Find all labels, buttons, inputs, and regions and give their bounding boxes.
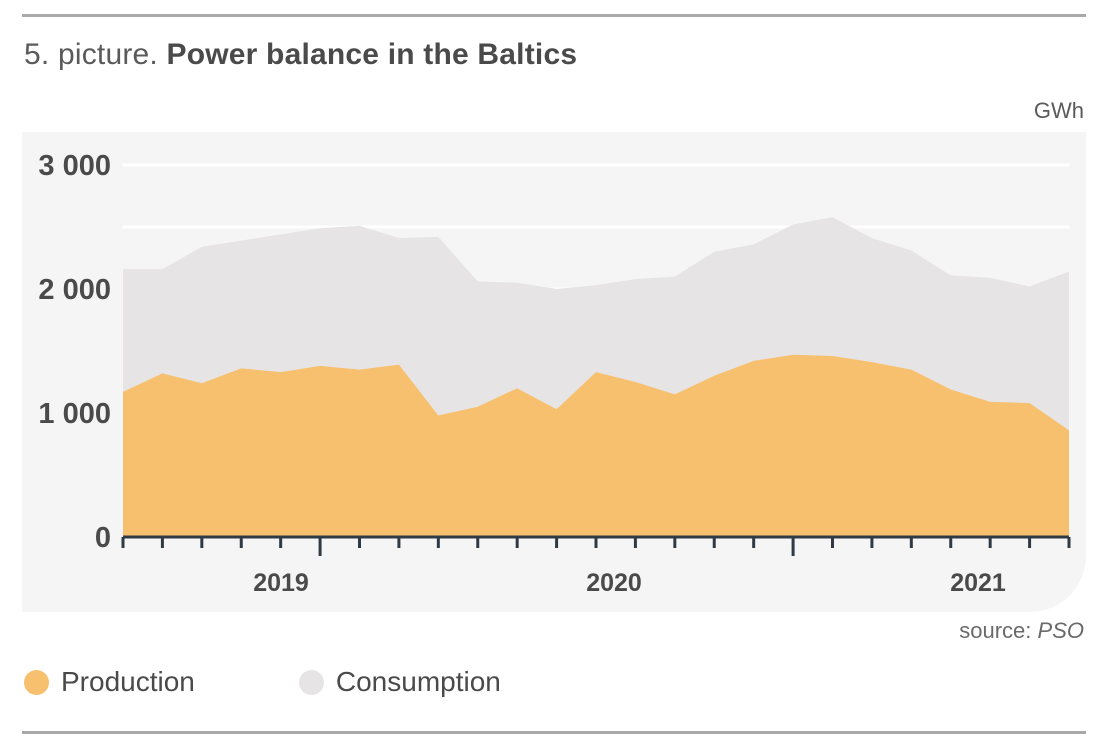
- legend-swatch-consumption: [298, 669, 324, 695]
- legend-label-production: Production: [61, 666, 195, 697]
- y-tick-labels: 0 1 000 2 000 3 000: [38, 150, 111, 554]
- top-rule: [22, 14, 1086, 17]
- title-main: Power balance in the Baltics: [166, 38, 578, 71]
- y-tick-label-3: 3 000: [38, 150, 111, 182]
- legend-item-consumption: Consumption: [298, 666, 501, 698]
- title-prefix: 5. picture.: [24, 38, 158, 71]
- legend: Production Consumption: [24, 664, 605, 700]
- unit-label: GWh: [1033, 98, 1084, 123]
- x-label-2021: 2021: [950, 569, 1006, 597]
- source-note: source: PSO: [959, 618, 1084, 644]
- legend-item-production: Production: [24, 666, 195, 698]
- x-label-2019: 2019: [253, 569, 309, 597]
- legend-swatch-production: [24, 669, 49, 695]
- x-axis: [121, 535, 1071, 556]
- area-production: [123, 354, 1069, 537]
- chart-title: 5. picture. Power balance in the Baltics: [24, 38, 577, 72]
- series-areas: [123, 217, 1069, 537]
- x-tick-labels: 2019 2020 2021: [253, 569, 1006, 597]
- y-tick-label-0: 0: [95, 522, 111, 554]
- bottom-rule: [22, 731, 1086, 734]
- legend-label-consumption: Consumption: [335, 666, 501, 697]
- source-name: PSO: [1037, 618, 1084, 643]
- source-label: source:: [959, 618, 1032, 643]
- y-tick-label-2: 2 000: [38, 274, 111, 306]
- x-label-2020: 2020: [586, 569, 642, 597]
- y-tick-label-1: 1 000: [38, 398, 111, 430]
